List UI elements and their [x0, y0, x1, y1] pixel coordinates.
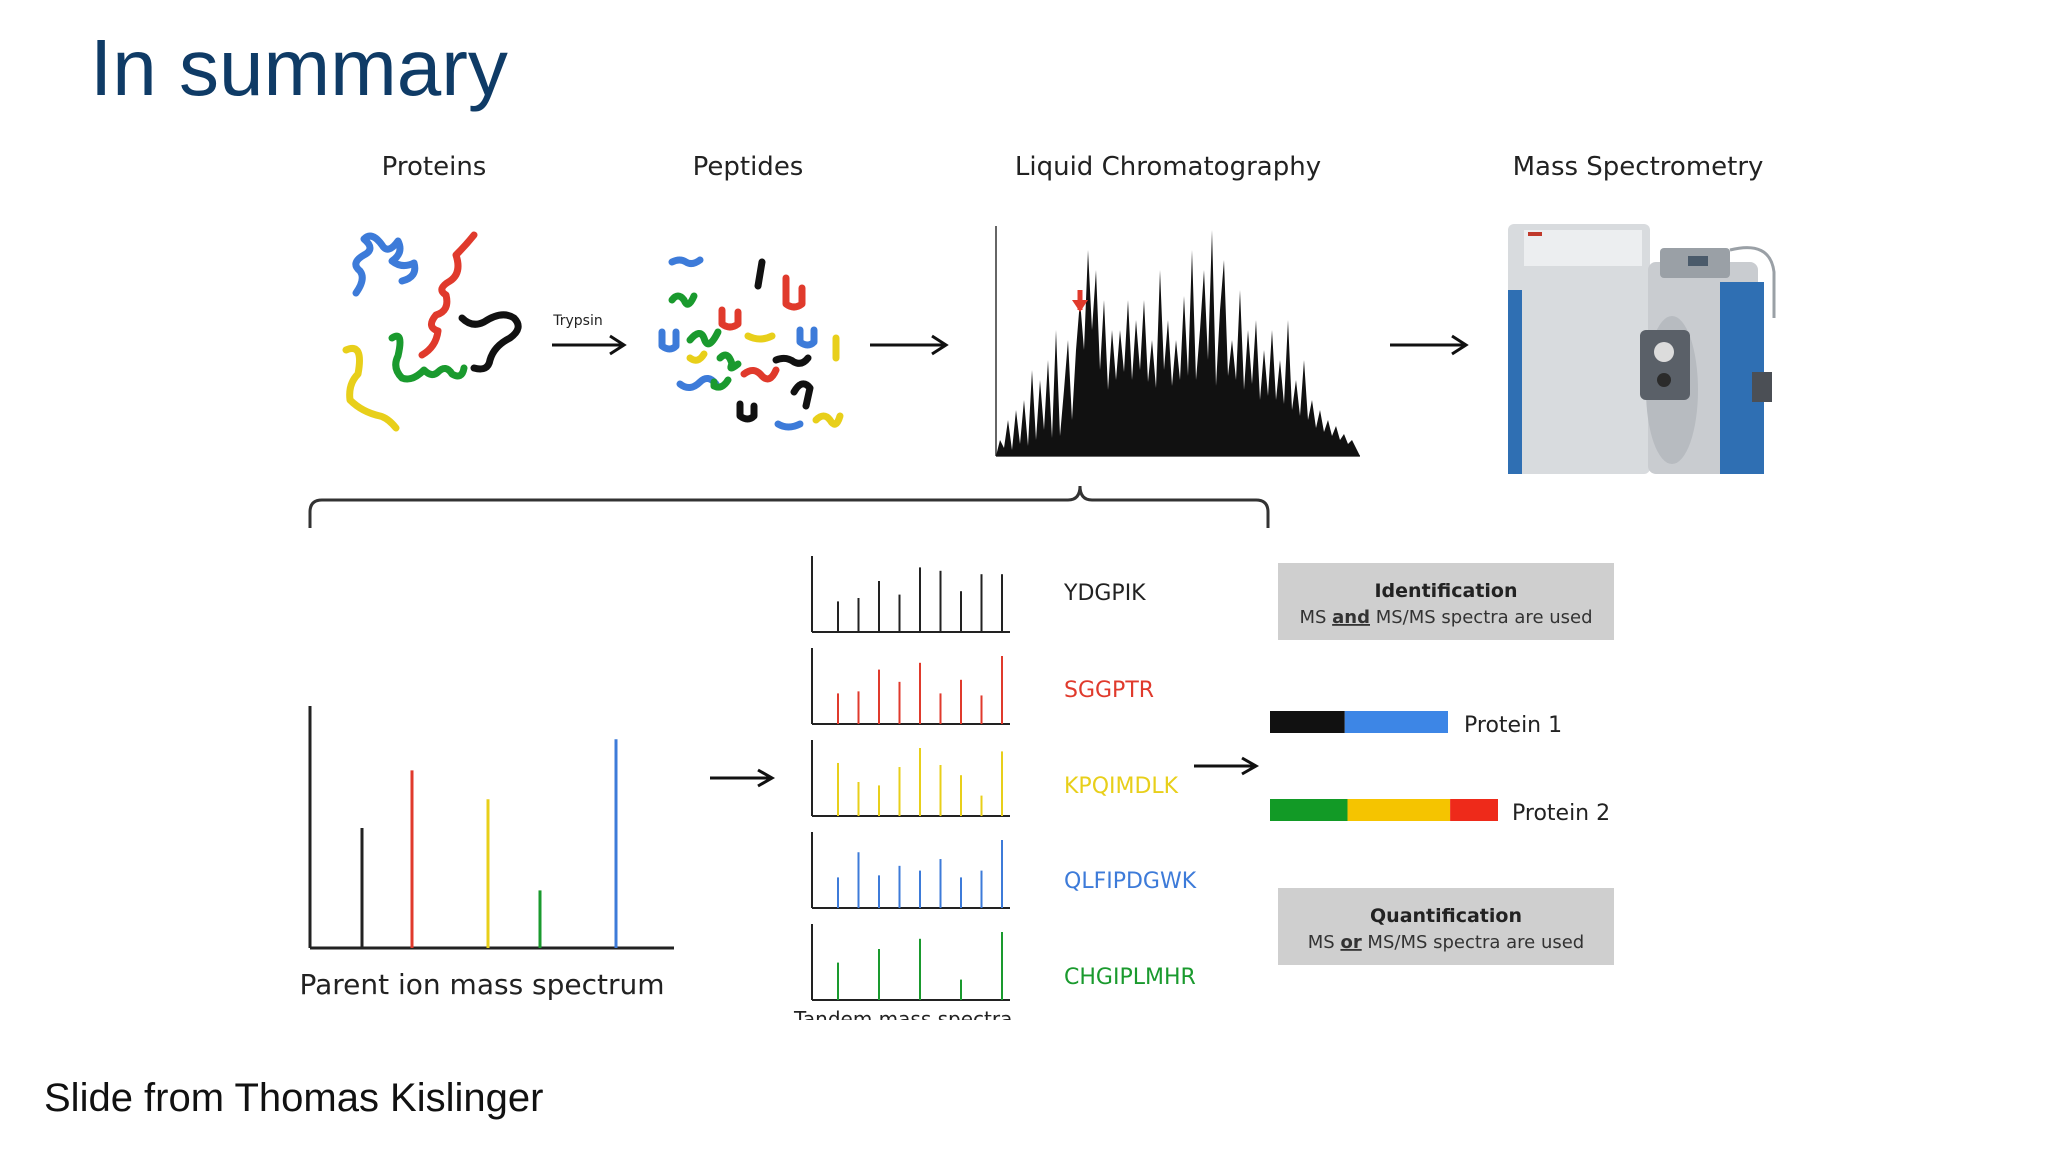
- protein-1-segment-2: [1344, 711, 1448, 733]
- stage-label-mass-spectrometry: Mass Spectrometry: [1513, 152, 1764, 182]
- trypsin-label: Trypsin: [552, 313, 602, 329]
- tandem-spectra: [811, 556, 1010, 1001]
- protein-1-segment-1: [1270, 711, 1345, 733]
- peptide-label-5: CHGIPLMHR: [1064, 965, 1196, 990]
- arrow-lc-to-ms: [1390, 334, 1469, 356]
- quantification-box: Quantification MS or MS/MS spectra are u…: [1278, 888, 1614, 965]
- peptide-label-4: QLFIPDGWK: [1064, 869, 1197, 894]
- tandem-label-clip: Tandem mass spectra: [793, 1007, 1012, 1031]
- parent-spectrum-label: Parent ion mass spectrum: [299, 968, 664, 1001]
- quantification-text: MS or MS/MS spectra are used: [1308, 932, 1584, 953]
- protein-1-label: Protein 1: [1464, 713, 1562, 738]
- stage-label-peptides: Peptides: [693, 152, 804, 182]
- peptide-label-1: YDGPIK: [1063, 581, 1146, 606]
- chromatogram-image: [980, 222, 1362, 460]
- protein-2-segment-2: [1347, 799, 1451, 821]
- parent-ion-spectrum: [308, 706, 674, 950]
- identification-box: Identification MS and MS/MS spectra are …: [1278, 563, 1614, 640]
- identification-heading: Identification: [1374, 580, 1517, 602]
- quantification-heading: Quantification: [1370, 905, 1522, 927]
- protein-2-segment-1: [1270, 799, 1348, 821]
- peptides-illustration: [658, 256, 844, 431]
- stage-label-liquid-chromatography: Liquid Chromatography: [1015, 152, 1321, 182]
- parent-peaks: [360, 739, 618, 948]
- mass-spectrometer-image: [1508, 224, 1776, 474]
- protein-2-segment-3: [1450, 799, 1498, 821]
- proteins-illustration: [342, 231, 522, 432]
- peptide-label-2: SGGPTR: [1064, 678, 1154, 703]
- bracket-brace: [308, 485, 1270, 528]
- arrow-proteins-to-peptides: [552, 334, 627, 356]
- slide-credit: Slide from Thomas Kislinger: [44, 1076, 544, 1120]
- tandem-spectra-label: Tandem mass spectra: [793, 1007, 1012, 1031]
- protein-2-label: Protein 2: [1512, 801, 1610, 826]
- arrow-tandem-to-proteins: [1194, 756, 1260, 776]
- stage-label-proteins: Proteins: [382, 152, 487, 182]
- arrow-parent-to-tandem: [710, 768, 776, 788]
- protein-bars: [1270, 711, 1498, 821]
- slide-title: In summary: [90, 23, 508, 112]
- arrow-peptides-to-lc: [870, 334, 949, 356]
- peptide-label-3: KPQIMDLK: [1064, 774, 1179, 799]
- identification-text: MS and MS/MS spectra are used: [1299, 607, 1592, 628]
